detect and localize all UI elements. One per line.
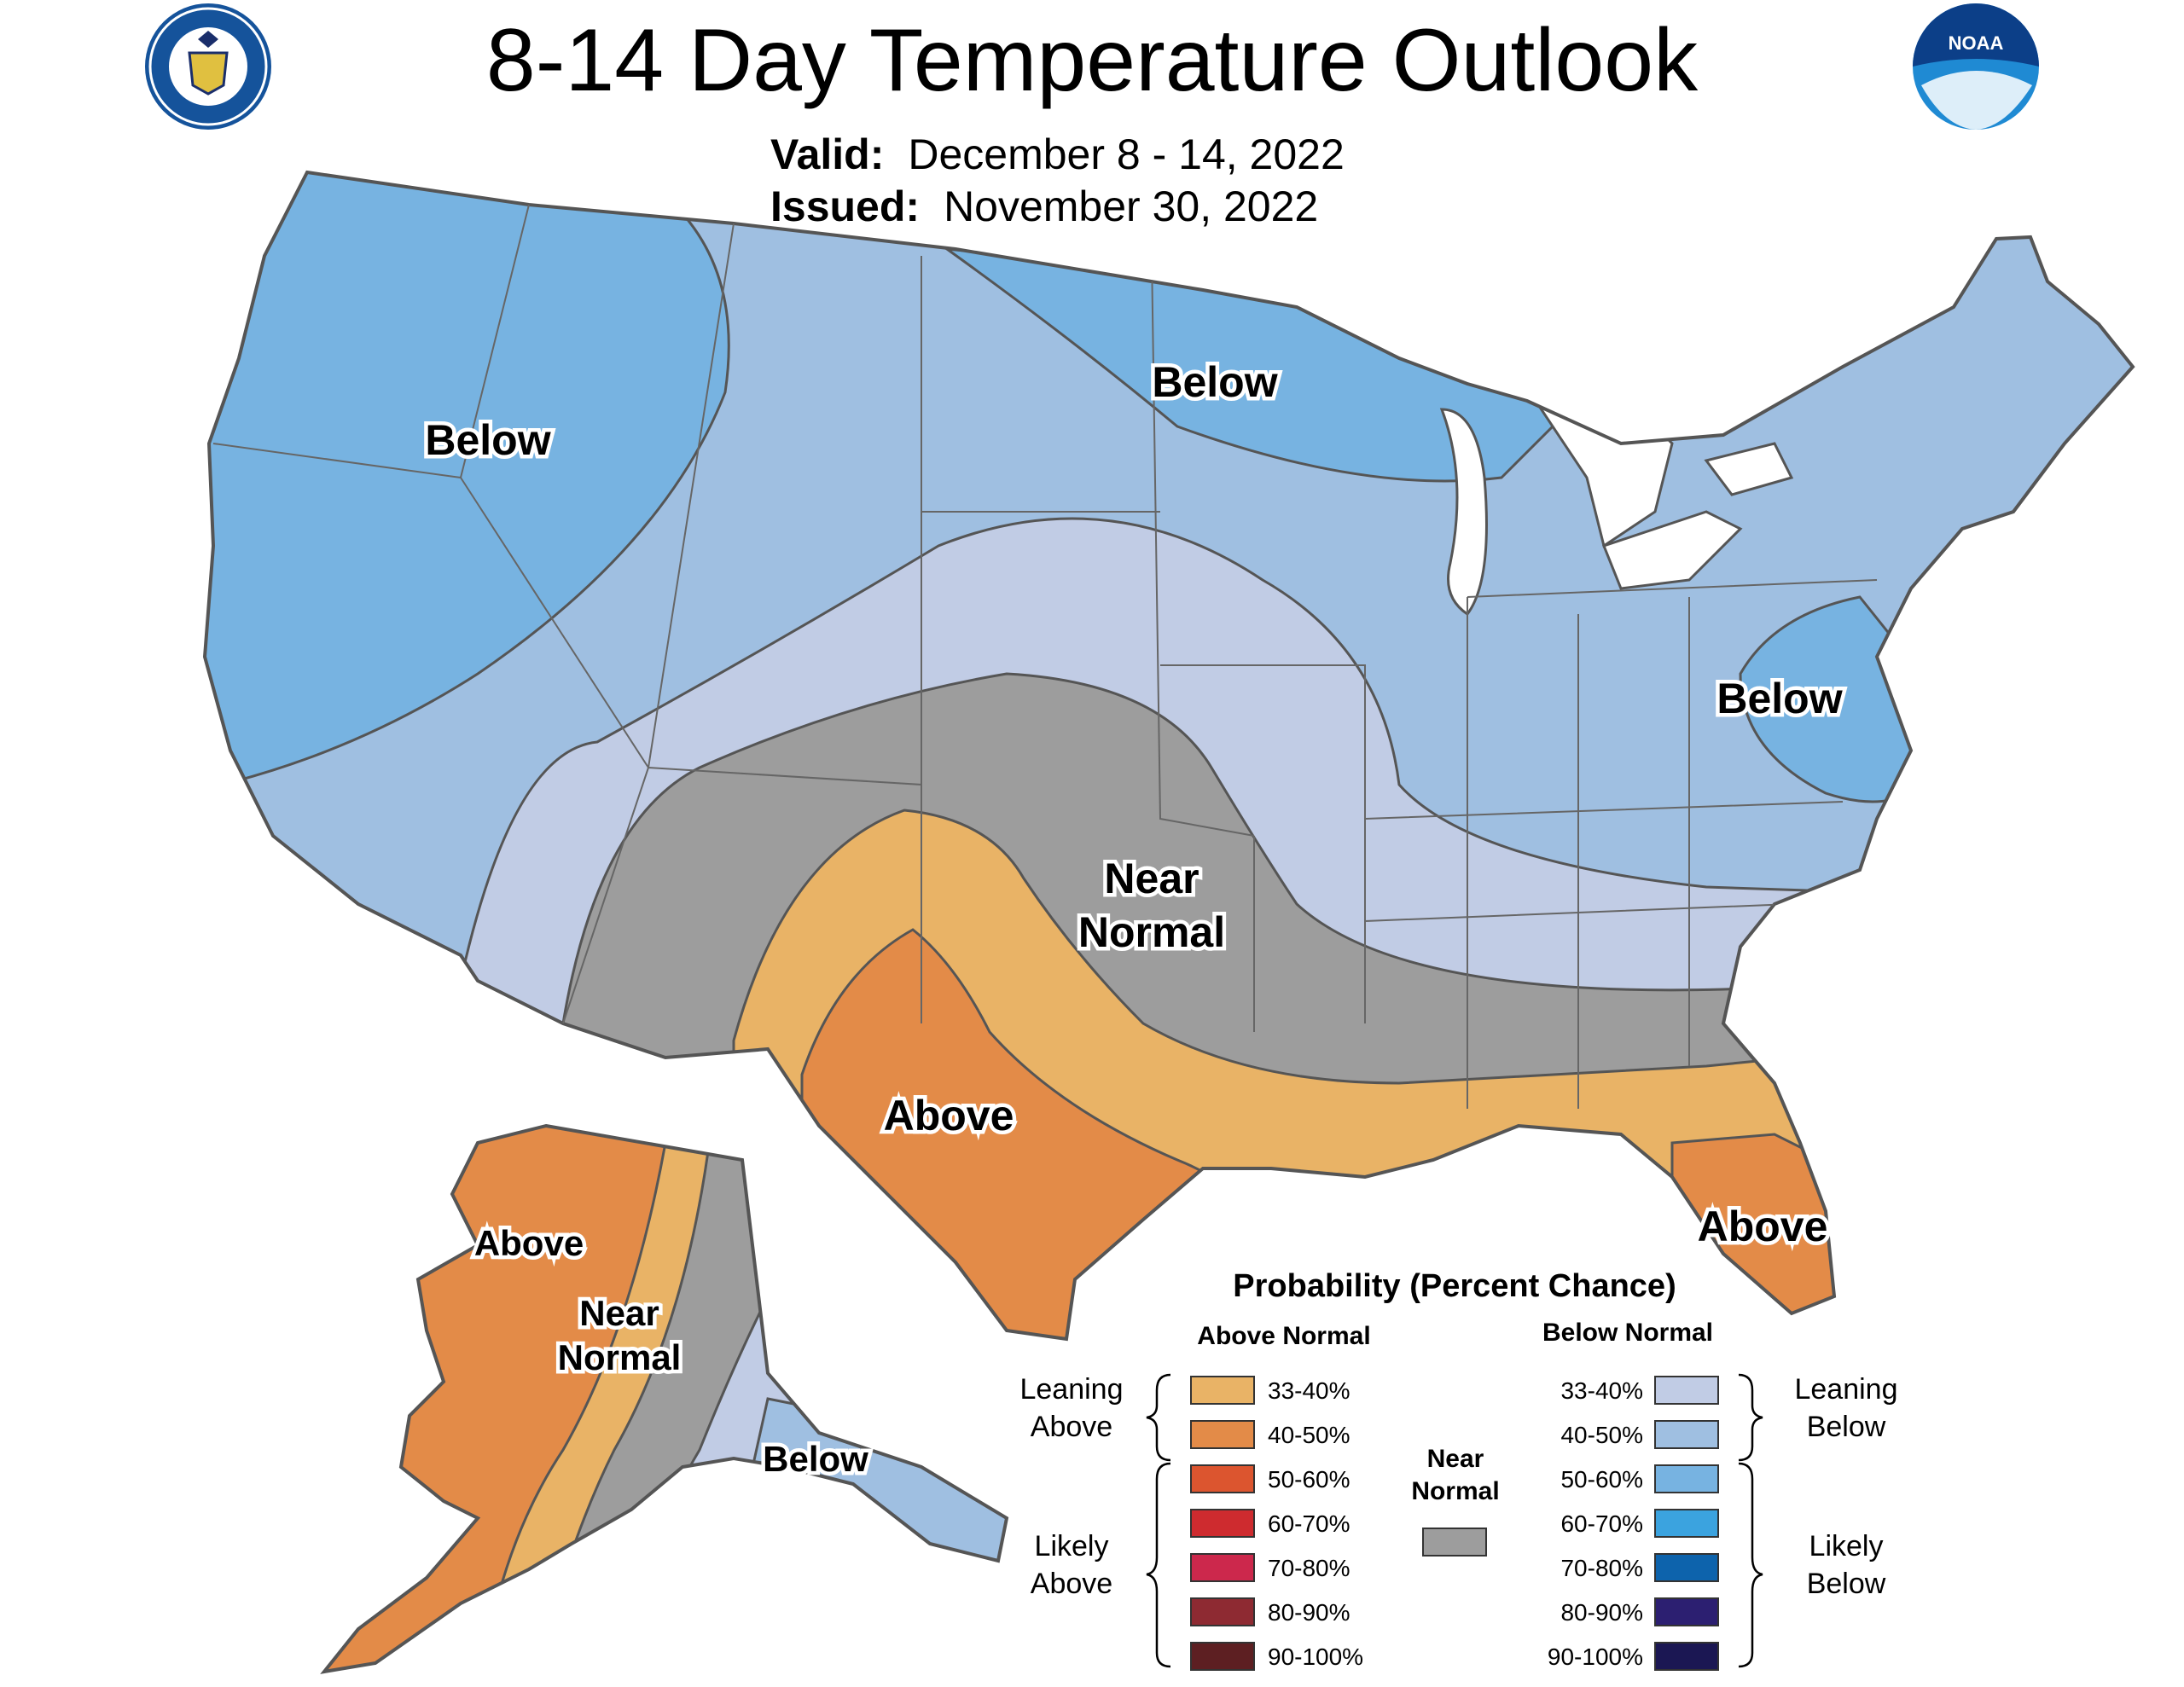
legend-below-label-4: 70-80% (1560, 1555, 1643, 1581)
legend-above-label-2: 50-60% (1268, 1466, 1350, 1493)
legend-likely-below-1: Likely (1809, 1530, 1884, 1562)
label-florida-above: Above (1698, 1203, 1828, 1250)
legend: Probability (Percent Chance) Above Norma… (1019, 1268, 1898, 1671)
state-borders (212, 204, 1878, 1109)
label-texas-above: Above (884, 1092, 1014, 1139)
legend-likely-below-2: Below (1807, 1568, 1886, 1600)
noaa-logo-icon: NOAA (1913, 3, 2039, 130)
label-alaska-near: Near (579, 1293, 659, 1333)
legend-above-swatch-0 (1190, 1376, 1255, 1405)
legend-below-label-2: 50-60% (1560, 1466, 1643, 1493)
legend-near-1: Near (1427, 1445, 1484, 1473)
label-north-central-below: Below (1152, 358, 1277, 406)
legend-below-label-1: 40-50% (1560, 1422, 1643, 1448)
legend-above-swatch-5 (1190, 1597, 1255, 1626)
legend-leaning-above-1: Leaning (1019, 1373, 1123, 1406)
label-central-normal: Normal (1078, 908, 1225, 956)
legend-below-label-6: 90-100% (1548, 1644, 1643, 1670)
issued-value: November 30, 2022 (944, 183, 1319, 230)
legend-above-label-0: 33-40% (1268, 1377, 1350, 1404)
legend-above-label-1: 40-50% (1268, 1422, 1350, 1448)
legend-near-swatch (1422, 1528, 1487, 1557)
legend-above-label-5: 80-90% (1268, 1599, 1350, 1626)
commerce-seal-icon (145, 3, 271, 130)
valid-line: Valid: December 8 - 14, 2022 (770, 130, 1345, 179)
label-alaska-normal: Normal (558, 1337, 682, 1377)
legend-title: Probability (Percent Chance) (1233, 1268, 1676, 1304)
label-mid-atlantic-below: Below (1716, 675, 1842, 722)
legend-above-label-3: 60-70% (1268, 1510, 1350, 1537)
legend-below-swatch-2 (1654, 1464, 1719, 1493)
legend-leaning-below-1: Leaning (1794, 1373, 1897, 1406)
legend-above-swatch-1 (1190, 1420, 1255, 1449)
label-northwest-below: Below (425, 416, 550, 464)
legend-below-label-5: 80-90% (1560, 1599, 1643, 1626)
legend-leaning-below-2: Below (1807, 1411, 1886, 1443)
legend-near-2: Normal (1411, 1477, 1499, 1505)
legend-below-label-3: 60-70% (1560, 1510, 1643, 1537)
label-alaska-above: Above (474, 1223, 584, 1263)
alaska-outline (320, 1123, 1009, 1674)
legend-likely-above-1: Likely (1035, 1530, 1109, 1562)
label-alaska-below: Below (763, 1439, 868, 1479)
legend-below-swatch-5 (1654, 1597, 1719, 1626)
svg-text:NOAA: NOAA (1949, 32, 2004, 54)
legend-below-header: Below Normal (1542, 1319, 1713, 1347)
label-central-near: Near (1104, 855, 1199, 902)
legend-below-swatch-1 (1654, 1420, 1719, 1449)
valid-label: Valid: (770, 130, 885, 178)
legend-above-swatch-6 (1190, 1642, 1255, 1671)
page-title: 8-14 Day Temperature Outlook (485, 11, 1699, 110)
legend-above-header: Above Normal (1197, 1322, 1370, 1350)
issued-line: Issued: November 30, 2022 (770, 182, 1318, 231)
legend-above-label-4: 70-80% (1268, 1555, 1350, 1581)
legend-below-swatch-0 (1654, 1376, 1719, 1405)
issued-label: Issued: (770, 183, 921, 230)
legend-below-rows: 33-40% 40-50% 50-60% 60-70% 70-80% 80-90% 90-1… (1548, 1376, 1719, 1671)
legend-below-swatch-4 (1654, 1553, 1719, 1582)
conus-outline (202, 170, 2135, 1342)
legend-above-swatch-4 (1190, 1553, 1255, 1582)
legend-below-swatch-6 (1654, 1642, 1719, 1671)
legend-below-label-0: 33-40% (1560, 1377, 1643, 1404)
legend-above-rows: 33-40% 40-50% 50-60% 60-70% 70-80% 80-90% 90-1… (1190, 1376, 1363, 1671)
legend-likely-above-2: Above (1031, 1568, 1112, 1600)
legend-above-swatch-2 (1190, 1464, 1255, 1493)
legend-above-swatch-3 (1190, 1509, 1255, 1538)
legend-below-swatch-3 (1654, 1509, 1719, 1538)
valid-value: December 8 - 14, 2022 (908, 130, 1345, 178)
legend-above-label-6: 90-100% (1268, 1644, 1363, 1670)
legend-leaning-above-2: Above (1031, 1411, 1112, 1443)
